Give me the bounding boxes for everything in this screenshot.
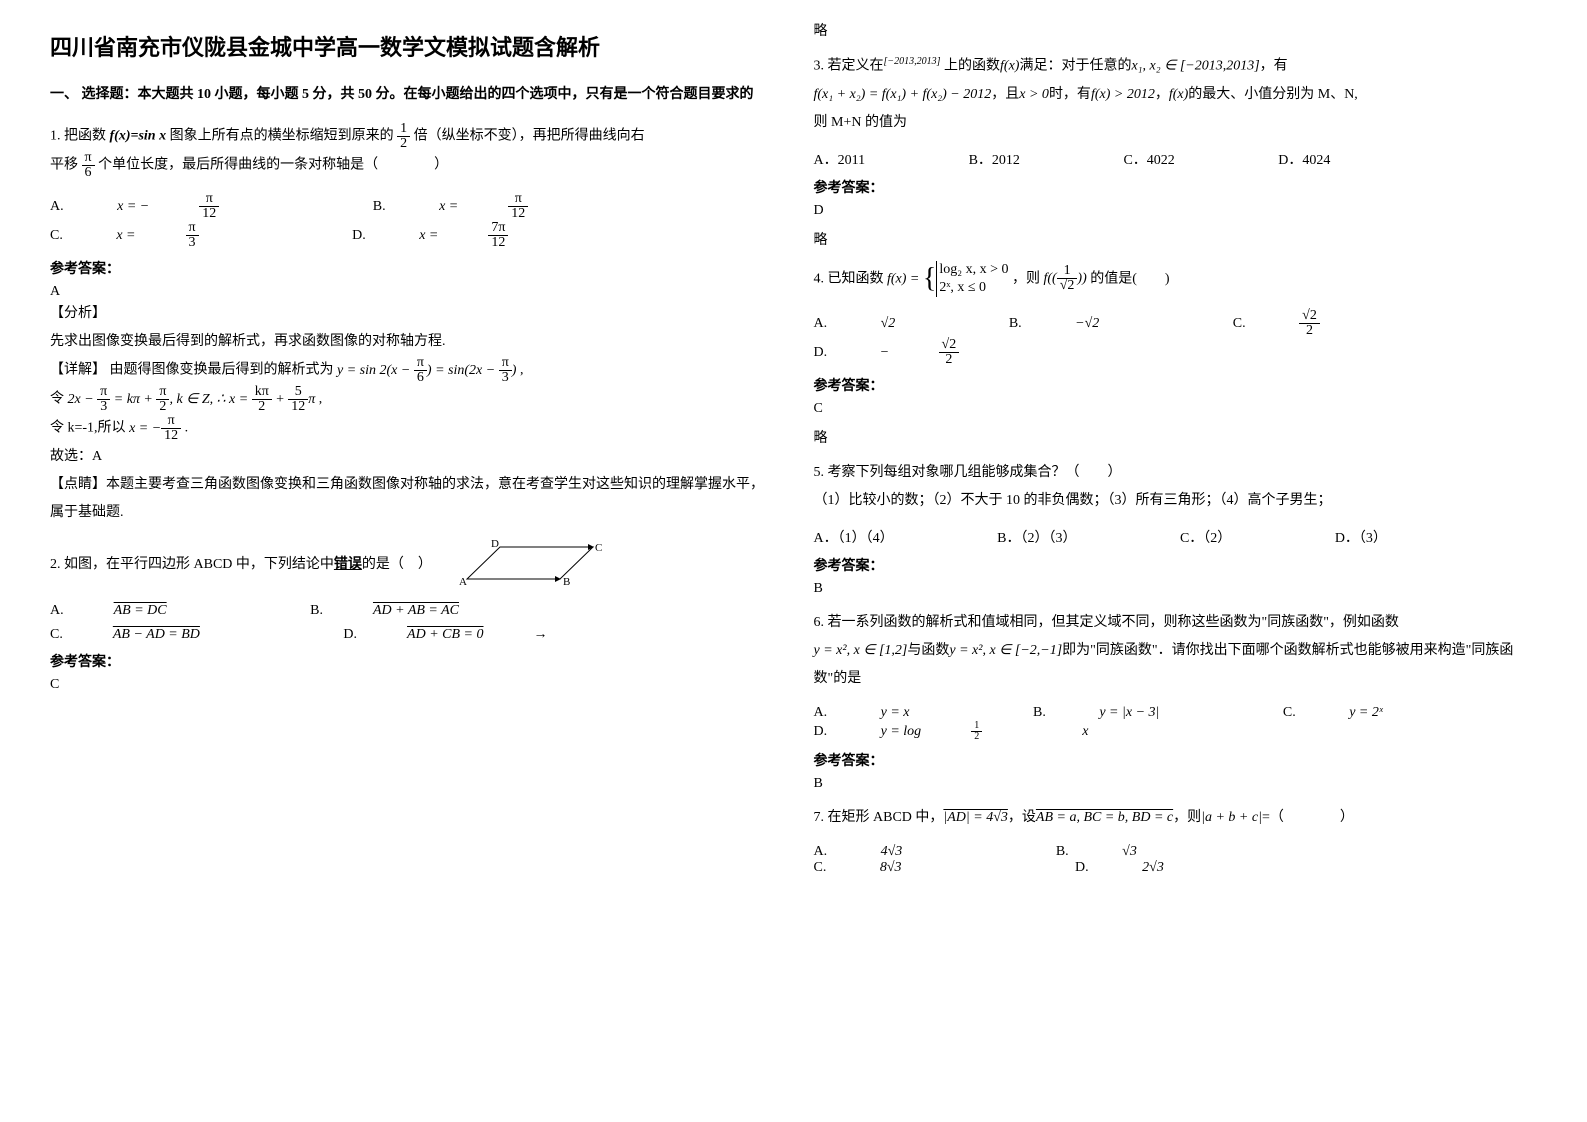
q4-opt-c: C. √22 [1233, 309, 1420, 338]
q2-options-row1: A. AB = DC B. AD + AB = AC [50, 603, 774, 619]
question-5: 5. 考察下列每组对象哪几组能够成集合？（ ） （1）比较小的数；（2）不大于 … [814, 459, 1538, 515]
q2-opt-d: D. AD + CB = 0→ [343, 627, 547, 643]
q6-options: A. y = x B. y = |x − 3| C. y = 2ˣ D. y =… [814, 705, 1538, 742]
q7-options: A. 4√3 B. √3 C. 8√3 D. 2√3 [814, 844, 1538, 876]
left-column: 四川省南充市仪陇县金城中学高一数学文模拟试题含解析 一、 选择题：本大题共 10… [30, 20, 794, 884]
q7-opt-d: D. 2√3 [1075, 860, 1214, 876]
svg-text:D: D [491, 539, 499, 550]
question-2: 2. 如图，在平行四边形 ABCD 中，下列结论中错误的是（ ） A B C D [50, 539, 774, 591]
lue-1: 略 [814, 20, 1538, 40]
q3-answer-label: 参考答案： [814, 177, 1538, 197]
q5-answer: B [814, 581, 1538, 597]
q3-opt-c: C．4022 [1123, 149, 1174, 169]
detail-line-3: 令 k=-1,所以 x = −π12 . [50, 414, 774, 443]
q6-opt-b: B. y = |x − 3| [1033, 705, 1209, 721]
q2-answer: C [50, 677, 774, 693]
q2-opt-c: C. AB − AD = BD [50, 627, 250, 643]
q1-answer: A [50, 284, 774, 300]
svg-text:B: B [563, 576, 570, 588]
q6-opt-c: C. y = 2ˣ [1283, 705, 1433, 721]
q6-opt-d: D. y = log12 x [814, 721, 1189, 742]
q6-opt-a: A. y = x [814, 705, 960, 721]
q3-options: A．2011 B．2012 C．4022 D．4024 [814, 149, 1538, 169]
q2-options-row2: C. AB − AD = BD D. AD + CB = 0→ [50, 627, 774, 643]
q2-opt-a: A. AB = DC [50, 603, 217, 619]
question-3: 3. 若定义在[−2013,2013] 上的函数f(x)满足：对于任意的x₁, … [814, 52, 1538, 137]
section-1-head: 一、 选择题：本大题共 10 小题，每小题 5 分，共 50 分。在每小题给出的… [50, 82, 774, 107]
q6-answer: B [814, 776, 1538, 792]
q1-text-2: 图象上所有点的横坐标缩短到原来的 [170, 129, 398, 144]
q6-answer-label: 参考答案： [814, 750, 1538, 770]
question-6: 6. 若一系列函数的解析式和值域相同，但其定义域不同，则称这些函数为"同族函数"… [814, 609, 1538, 693]
q3-opt-a: A．2011 [814, 149, 866, 169]
svg-text:C: C [595, 542, 602, 554]
q5-answer-label: 参考答案： [814, 555, 1538, 575]
detail-line-4: 故选：A [50, 443, 774, 471]
q5-opt-b: B．（2）（3） [997, 527, 1076, 547]
comment-label: 【点睛】 [50, 477, 106, 492]
svg-text:A: A [459, 576, 467, 588]
lue-3: 略 [814, 427, 1538, 447]
q7-opt-c: C. 8√3 [814, 860, 952, 876]
comment-block: 【点睛】本题主要考查三角函数图像变换和三角函数图像对称轴的求法，意在考查学生对这… [50, 471, 774, 527]
question-4: 4. 已知函数 f(x) = {log₂ x, x > 02ˣ, x ≤ 0 ，… [814, 261, 1538, 297]
detail-label: 【详解】 [50, 363, 106, 378]
q2-opt-b: B. AD + AB = AC [310, 603, 509, 619]
q4-opt-a: A. √2 [814, 316, 946, 332]
q1-opt-d: D. x = 7π12 [352, 221, 608, 250]
q4-answer-label: 参考答案： [814, 375, 1538, 395]
question-7: 7. 在矩形 ABCD 中，|AD| = 4√3，设AB = a, BC = b… [814, 804, 1538, 832]
q1-text-3: 倍（纵坐标不变），再把所得曲线向右 [414, 129, 645, 144]
q4-opt-b: B. −√2 [1009, 316, 1149, 332]
q1-analysis: 【分析】 先求出图像变换最后得到的解析式，再求函数图像的对称轴方程. 【详解】 … [50, 300, 774, 527]
q7-opt-b: B. √3 [1056, 844, 1187, 860]
analysis-label: 【分析】 [50, 300, 774, 328]
q1-text-1: 1. 把函数 [50, 129, 110, 144]
one-half-frac: 12 [397, 122, 410, 151]
detail-block: 【详解】 由题得图像变换最后得到的解析式为 y = sin 2(x − π6) … [50, 356, 774, 385]
q1-formula-1: f(x)=sin x [110, 129, 167, 144]
parallelogram-icon: A B C D [455, 539, 605, 591]
q4-options: A. √2 B. −√2 C. √22 D. −√22 [814, 309, 1538, 367]
detail-formula-1: y = sin 2(x − π6) = sin(2x − π3) [337, 363, 520, 378]
q3-answer: D [814, 203, 1538, 219]
q1-text-5: 个单位长度，最后所得曲线的一条对称轴是（ ） [98, 158, 448, 173]
wrong-underline: 错误 [334, 557, 362, 572]
q1-answer-label: 参考答案： [50, 258, 774, 278]
lue-2: 略 [814, 229, 1538, 249]
page-title: 四川省南充市仪陇县金城中学高一数学文模拟试题含解析 [50, 30, 774, 62]
q7-opt-a: A. 4√3 [814, 844, 953, 860]
q4-answer: C [814, 401, 1538, 417]
analysis-text-1: 先求出图像变换最后得到的解析式，再求函数图像的对称轴方程. [50, 328, 774, 356]
q5-opt-c: C．（2） [1180, 527, 1231, 547]
q5-opt-a: A．（1）（4） [814, 527, 894, 547]
q3-opt-b: B．2012 [969, 149, 1020, 169]
q1-options: A. x = −π12 B. x = π12 C. x = π3 D. x = … [50, 192, 774, 250]
q3-opt-d: D．4024 [1278, 149, 1330, 169]
q5-options: A．（1）（4） B．（2）（3） C．（2） D．（3） [814, 527, 1538, 547]
q2-answer-label: 参考答案： [50, 651, 774, 671]
q1-text-4: 平移 [50, 158, 82, 173]
detail-line-2: 令 2x − π3 = kπ + π2, k ∈ Z, ∴ x = kπ2 + … [50, 385, 774, 414]
q4-opt-d: D. −√22 [814, 338, 1060, 367]
question-1: 1. 把函数 f(x)=sin x 图象上所有点的横坐标缩短到原来的 12 倍（… [50, 122, 774, 180]
pi-over-6-frac: π6 [82, 151, 95, 180]
q5-opt-d: D．（3） [1335, 527, 1387, 547]
q1-opt-b: B. x = π12 [373, 192, 629, 221]
q1-opt-c: C. x = π3 [50, 221, 299, 250]
right-column: 略 3. 若定义在[−2013,2013] 上的函数f(x)满足：对于任意的x₁… [794, 20, 1558, 884]
q1-opt-a: A. x = −π12 [50, 192, 319, 221]
